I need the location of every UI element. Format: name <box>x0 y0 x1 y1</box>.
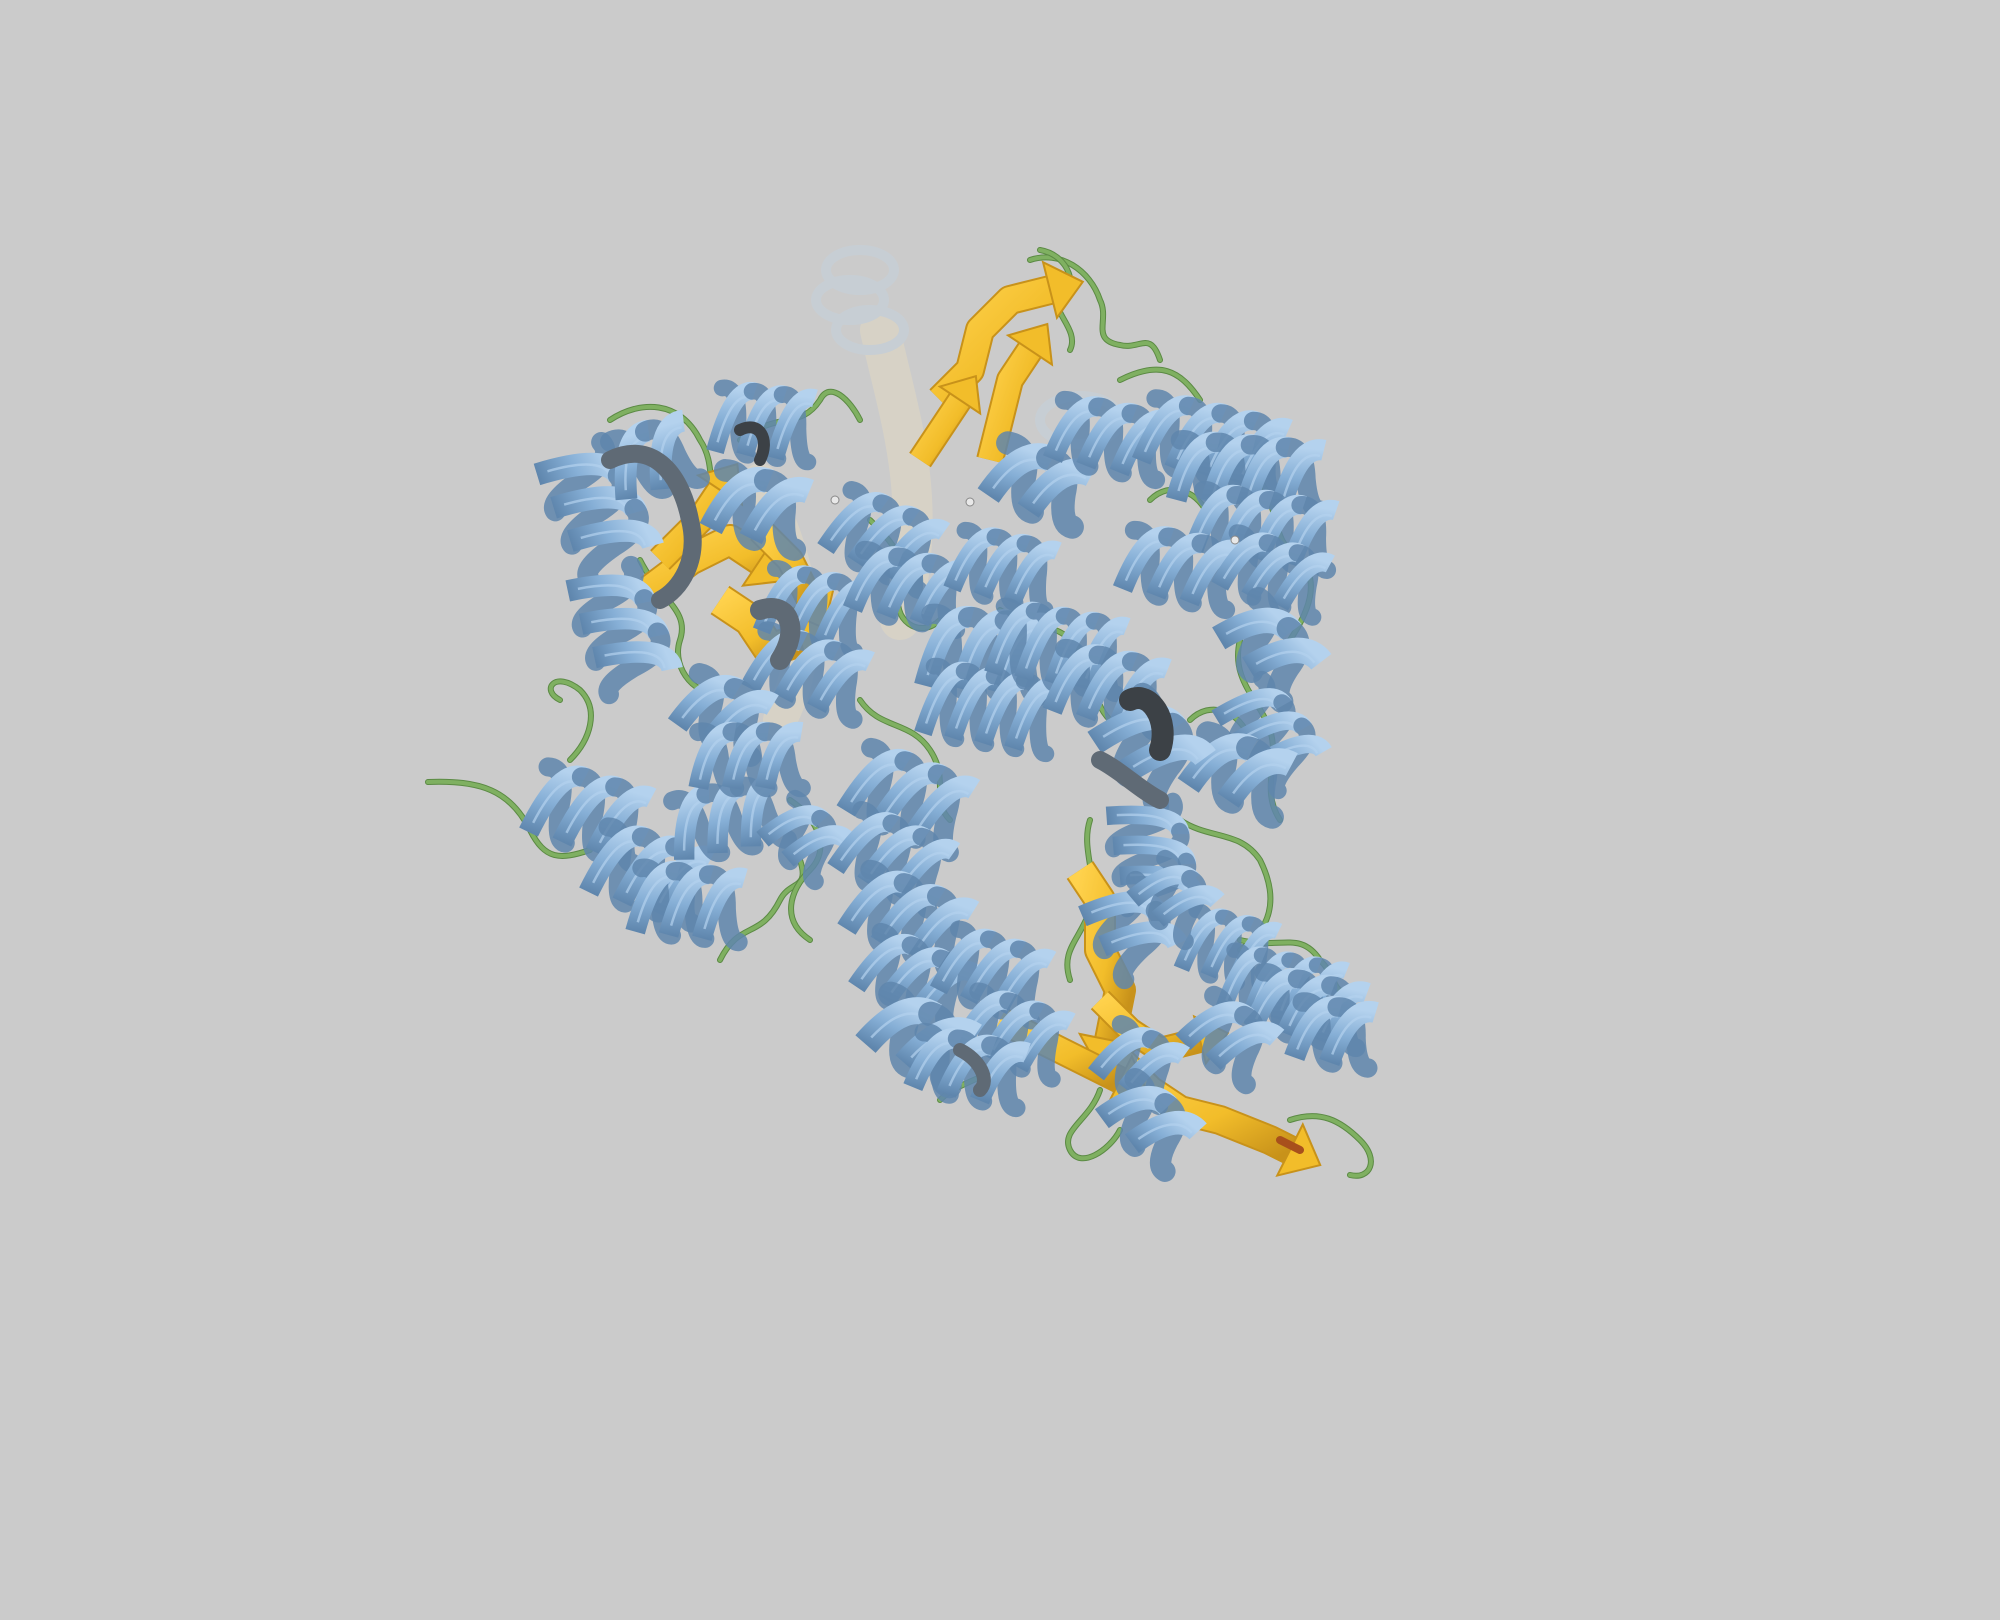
helix <box>519 757 657 873</box>
coil <box>1117 366 1203 403</box>
faded-helix-turn <box>831 305 909 355</box>
grey-helix-segment <box>1091 751 1169 809</box>
beta-strand <box>976 322 1054 464</box>
helix <box>625 858 748 952</box>
helix <box>914 657 1061 763</box>
grey-helix-segment <box>601 444 702 609</box>
dark-helix-segment <box>1119 687 1174 761</box>
coil <box>1027 254 1163 363</box>
alpha-helices <box>519 379 1379 1182</box>
helix <box>1177 721 1298 829</box>
helix <box>1126 849 1225 951</box>
helix <box>565 555 683 705</box>
helix <box>699 459 814 561</box>
faded-helix-turn <box>821 245 899 295</box>
coil <box>547 678 594 763</box>
helix <box>1094 1068 1207 1182</box>
terminal-marker <box>1276 1136 1304 1154</box>
helix <box>706 379 818 471</box>
ligand-atom <box>965 497 975 507</box>
coil <box>1287 1113 1374 1179</box>
helix <box>1175 985 1285 1095</box>
faded-helix-turn <box>811 275 889 325</box>
helix <box>1284 992 1379 1078</box>
coil <box>1065 1087 1123 1162</box>
grey-helix-segment <box>750 598 801 670</box>
ligand-atom <box>830 495 840 505</box>
dark-helix-segment <box>734 421 770 466</box>
helix <box>688 721 811 798</box>
helix <box>943 521 1062 619</box>
dark-helix-segments <box>601 421 1304 1154</box>
grey-helix-segment <box>953 1043 991 1097</box>
beta-strand <box>909 374 982 468</box>
helix <box>756 789 855 891</box>
ligand-atom <box>1230 535 1240 545</box>
helix <box>842 540 972 640</box>
helix <box>1131 389 1293 501</box>
